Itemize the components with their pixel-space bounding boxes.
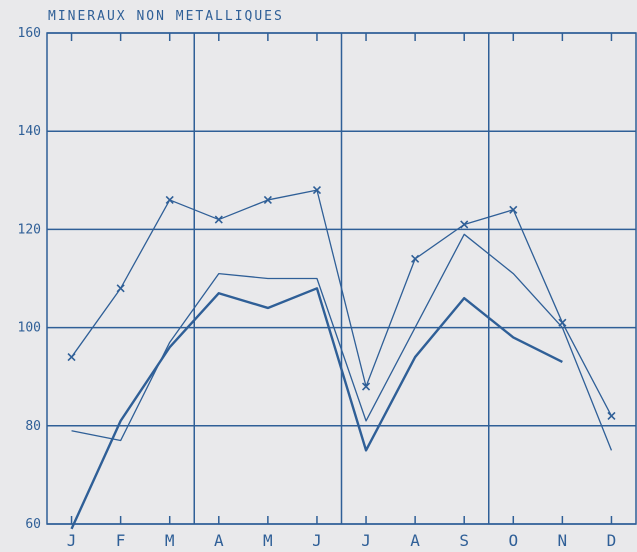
x-tick-label: J [67,531,77,550]
series-point-1 [263,195,272,205]
series-point-1 [312,186,322,195]
series-point-1 [460,220,469,229]
x-tick-label: J [361,531,371,550]
series-point-1 [116,284,125,293]
y-tick-label: 140 [18,124,41,139]
y-tick-label: 60 [25,517,41,532]
x-tick-label: S [459,531,469,550]
x-tick-label: A [410,531,420,550]
series-point-1 [607,411,616,421]
series-line-3 [70,287,563,530]
series-point-1 [214,215,223,224]
x-tick-label: F [116,531,126,550]
chart-title: MINERAUX NON METALLIQUES [48,9,284,24]
series-point-1 [361,382,371,391]
x-tick-label: N [558,531,568,550]
series-point-1 [509,205,518,214]
series-point-1 [165,195,174,205]
series-point-1 [67,352,76,362]
y-tick-label: 120 [18,222,41,237]
series-line-1 [71,189,613,417]
y-tick-label: 160 [18,26,41,41]
x-tick-label: M [165,531,175,550]
x-tick-label: D [607,531,617,550]
y-tick-label: 100 [18,321,41,336]
x-tick-label: O [508,531,518,550]
series-point-1 [411,254,420,263]
x-tick-label: M [263,531,273,550]
y-tick-label: 80 [25,419,41,434]
x-tick-label: J [312,531,322,550]
x-tick-label: A [214,531,224,550]
